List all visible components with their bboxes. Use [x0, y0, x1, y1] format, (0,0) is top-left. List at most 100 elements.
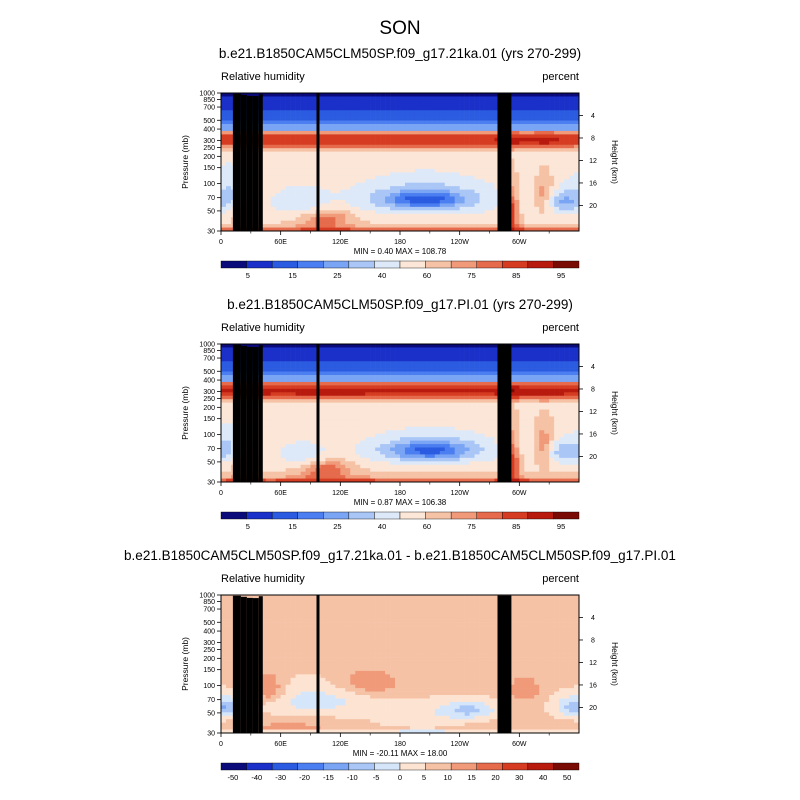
- contour-cell: [419, 344, 426, 348]
- contour-cell: [509, 381, 515, 386]
- contour-cell: [385, 423, 391, 428]
- contour-cell: [509, 106, 515, 111]
- contour-cell: [514, 371, 520, 376]
- contour-cell: [285, 395, 291, 400]
- contour-cell: [295, 165, 301, 170]
- contour-cell: [370, 419, 376, 424]
- contour-cell: [400, 168, 406, 173]
- contour-cell: [444, 210, 451, 215]
- contour-cell: [479, 193, 485, 197]
- contour-cell: [275, 158, 281, 163]
- contour-cell: [325, 347, 331, 352]
- contour-cell: [549, 158, 555, 163]
- contour-cell: [221, 189, 227, 194]
- contour-cell: [260, 433, 267, 438]
- contour-cell: [454, 395, 460, 400]
- contour-cell: [404, 134, 411, 139]
- contour-cell: [305, 213, 311, 218]
- contour-cell: [265, 395, 272, 400]
- contour-cell: [514, 134, 520, 139]
- contour-cell: [370, 347, 376, 352]
- contour-cell: [375, 134, 381, 139]
- contour-cell: [320, 224, 326, 228]
- contour-cell: [385, 347, 391, 352]
- contour-cell: [524, 179, 530, 183]
- contour-cell: [320, 99, 326, 104]
- contour-cell: [390, 110, 396, 114]
- contour-cell: [295, 130, 301, 135]
- contour-cell: [325, 413, 331, 417]
- contour-cell: [439, 395, 446, 400]
- contour-cell: [449, 375, 455, 379]
- contour-cell: [285, 357, 291, 362]
- contour-cell: [310, 388, 316, 393]
- contour-cell: [300, 162, 306, 166]
- contour-cell: [409, 406, 416, 410]
- contour-cell: [534, 124, 540, 128]
- contour-cell: [514, 165, 520, 170]
- contour-cell: [290, 113, 296, 118]
- contour-cell: [464, 423, 470, 428]
- contour-cell: [375, 110, 381, 114]
- contour-cell: [290, 213, 296, 218]
- contour-cell: [464, 381, 470, 386]
- contour-cell: [479, 106, 485, 111]
- contour-cell: [221, 385, 227, 390]
- contour-cell: [260, 227, 267, 232]
- contour-cell: [330, 406, 336, 410]
- contour-cell: [345, 378, 351, 383]
- contour-cell: [275, 148, 281, 152]
- contour-cell: [464, 203, 470, 208]
- contour-cell: [424, 413, 431, 417]
- contour-cell: [390, 189, 396, 194]
- contour-cell: [514, 224, 520, 228]
- contour-cell: [409, 148, 416, 152]
- contour-cell: [449, 413, 455, 417]
- contour-cell: [524, 210, 530, 215]
- contour-cell: [494, 347, 500, 352]
- contour-cell: [509, 199, 515, 204]
- contour-cell: [375, 399, 381, 403]
- contour-cell: [549, 120, 555, 125]
- contour-cell: [564, 141, 570, 146]
- contour-cell: [564, 175, 570, 180]
- contour-cell: [400, 117, 406, 121]
- contour-cell: [519, 413, 525, 417]
- contour-cell: [549, 168, 555, 173]
- contour-cell: [469, 151, 475, 156]
- contour-cell: [544, 402, 550, 407]
- contour-cell: [340, 206, 346, 211]
- contour-cell: [390, 106, 396, 111]
- contour-cell: [469, 165, 475, 170]
- contour-cell: [419, 220, 426, 225]
- contour-cell: [380, 106, 386, 111]
- contour-cell: [459, 419, 465, 424]
- contour-cell: [260, 416, 267, 421]
- contour-cell: [474, 402, 480, 407]
- contour-cell: [494, 388, 500, 393]
- contour-cell: [509, 217, 515, 221]
- contour-cell: [539, 203, 545, 208]
- contour-cell: [400, 179, 406, 183]
- contour-cell: [574, 381, 580, 386]
- contour-cell: [534, 99, 540, 104]
- contour-cell: [449, 227, 455, 232]
- contour-cell: [225, 175, 232, 180]
- contour-cell: [564, 381, 570, 386]
- contour-cell: [454, 388, 460, 393]
- contour-cell: [395, 130, 401, 135]
- contour-cell: [569, 344, 575, 348]
- contour-cell: [489, 189, 495, 194]
- contour-cell: [280, 96, 286, 101]
- contour-cell: [569, 165, 575, 170]
- contour-cell: [484, 350, 490, 355]
- contour-cell: [439, 357, 446, 362]
- contour-cell: [484, 402, 490, 407]
- contour-cell: [325, 182, 331, 187]
- contour-cell: [365, 117, 371, 121]
- contour-cell: [335, 433, 341, 438]
- contour-cell: [300, 103, 306, 108]
- contour-cell: [554, 350, 560, 355]
- contour-cell: [454, 141, 460, 146]
- contour-cell: [320, 347, 326, 352]
